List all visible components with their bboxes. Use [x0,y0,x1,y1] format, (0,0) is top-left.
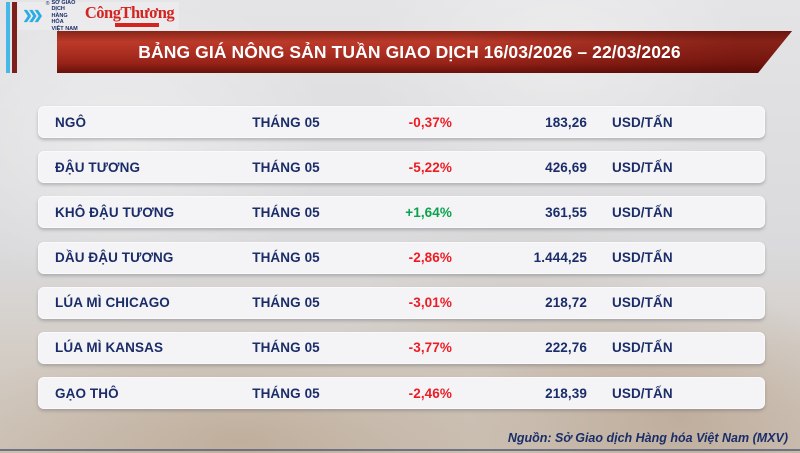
table-row: NGÔ THÁNG 05 -0,37% 183,26 USD/TẤN [38,106,765,138]
mxv-org-line1: SỞ GIAO DỊCH [51,0,76,13]
change-percent: -5,22% [408,159,452,175]
change-percent: -3,77% [408,340,452,356]
table-row: LÚA MÌ KANSAS THÁNG 05 -3,77% 222,76 USD/TẤN [38,331,765,364]
price-value: 218,39 [545,385,587,401]
left-accent-bar-blue [6,2,10,73]
congthuong-wordmark: CôngThương [84,3,175,23]
price-unit: USD/TẤN [612,250,673,266]
change-percent: -3,01% [408,295,452,311]
commodity-name: LÚA MÌ CHICAGO [55,295,170,311]
left-accent-bar-red [12,2,17,73]
price-value: 218,72 [545,295,587,311]
commodity-name: NGÔ [55,114,87,130]
title-banner: BẢNG GIÁ NÔNG SẢN TUẦN GIAO DỊCH 16/03/2… [57,31,792,73]
price-value: 222,76 [545,340,587,356]
price-table: NGÔ THÁNG 05 -0,37% 183,26 USD/TẤN ĐẬU TƯƠNG T… [38,106,765,410]
price-value: 426,69 [545,159,587,175]
page-title: BẢNG GIÁ NÔNG SẢN TUẦN GIAO DỊCH 16/03/2… [138,41,681,62]
registered-mark: ® [45,0,50,7]
mxv-chevrons-icon [23,9,43,23]
change-percent: -2,46% [408,385,452,401]
change-percent: +1,64% [405,204,452,220]
congthuong-logo: CôngThương [84,3,175,27]
commodity-name: GẠO THÔ [55,385,119,401]
contract-month: THÁNG 05 [252,385,320,401]
congthuong-underline [114,22,159,27]
mxv-org-line2: HÀNG HÓA [51,12,68,26]
price-unit: USD/TẤN [612,385,673,401]
commodity-name: LÚA MÌ KANSAS [55,340,164,356]
mxv-org-line3: VIỆT NAM [51,25,78,32]
price-unit: USD/TẤN [612,340,673,356]
mxv-org-name: SỞ GIAO DỊCH HÀNG HÓA VIỆT NAM [51,0,77,32]
price-unit: USD/TẤN [612,295,673,311]
commodity-name: KHÔ ĐẬU TƯƠNG [55,204,175,220]
price-value: 1.444,25 [533,250,587,266]
table-row: GẠO THÔ THÁNG 05 -2,46% 218,39 USD/TẤN [38,377,765,410]
mxv-logo: ® SỞ GIAO DỊCH HÀNG HÓA VIỆT NAM [23,0,78,32]
contract-month: THÁNG 05 [252,204,320,220]
header-logo-plate: ® SỞ GIAO DỊCH HÀNG HÓA VIỆT NAM CôngThư… [18,0,179,32]
table-row: ĐẬU TƯƠNG THÁNG 05 -5,22% 426,69 USD/TẤN [38,151,765,184]
price-unit: USD/TẤN [612,159,673,175]
table-row: KHÔ ĐẬU TƯƠNG THÁNG 05 +1,64% 361,55 USD/TẤN [38,196,765,229]
table-row: DẦU ĐẬU TƯƠNG THÁNG 05 -2,86% 1.444,25 USD/T… [38,241,765,274]
bottom-rule [0,449,800,451]
contract-month: THÁNG 05 [252,159,320,175]
price-unit: USD/TẤN [612,204,673,220]
source-note: Nguồn: Sở Giao dịch Hàng hóa Việt Nam (M… [507,431,788,445]
change-percent: -0,37% [408,114,452,130]
commodity-name: DẦU ĐẬU TƯƠNG [55,250,174,266]
price-value: 361,55 [545,204,587,220]
price-value: 183,26 [545,114,587,130]
contract-month: THÁNG 05 [252,340,320,356]
contract-month: THÁNG 05 [252,250,320,266]
table-row: LÚA MÌ CHICAGO THÁNG 05 -3,01% 218,72 USD/TẤ… [38,286,765,319]
commodity-name: ĐẬU TƯƠNG [55,159,141,175]
contract-month: THÁNG 05 [252,295,320,311]
price-unit: USD/TẤN [612,114,673,130]
change-percent: -2,86% [408,250,452,266]
contract-month: THÁNG 05 [252,114,320,130]
